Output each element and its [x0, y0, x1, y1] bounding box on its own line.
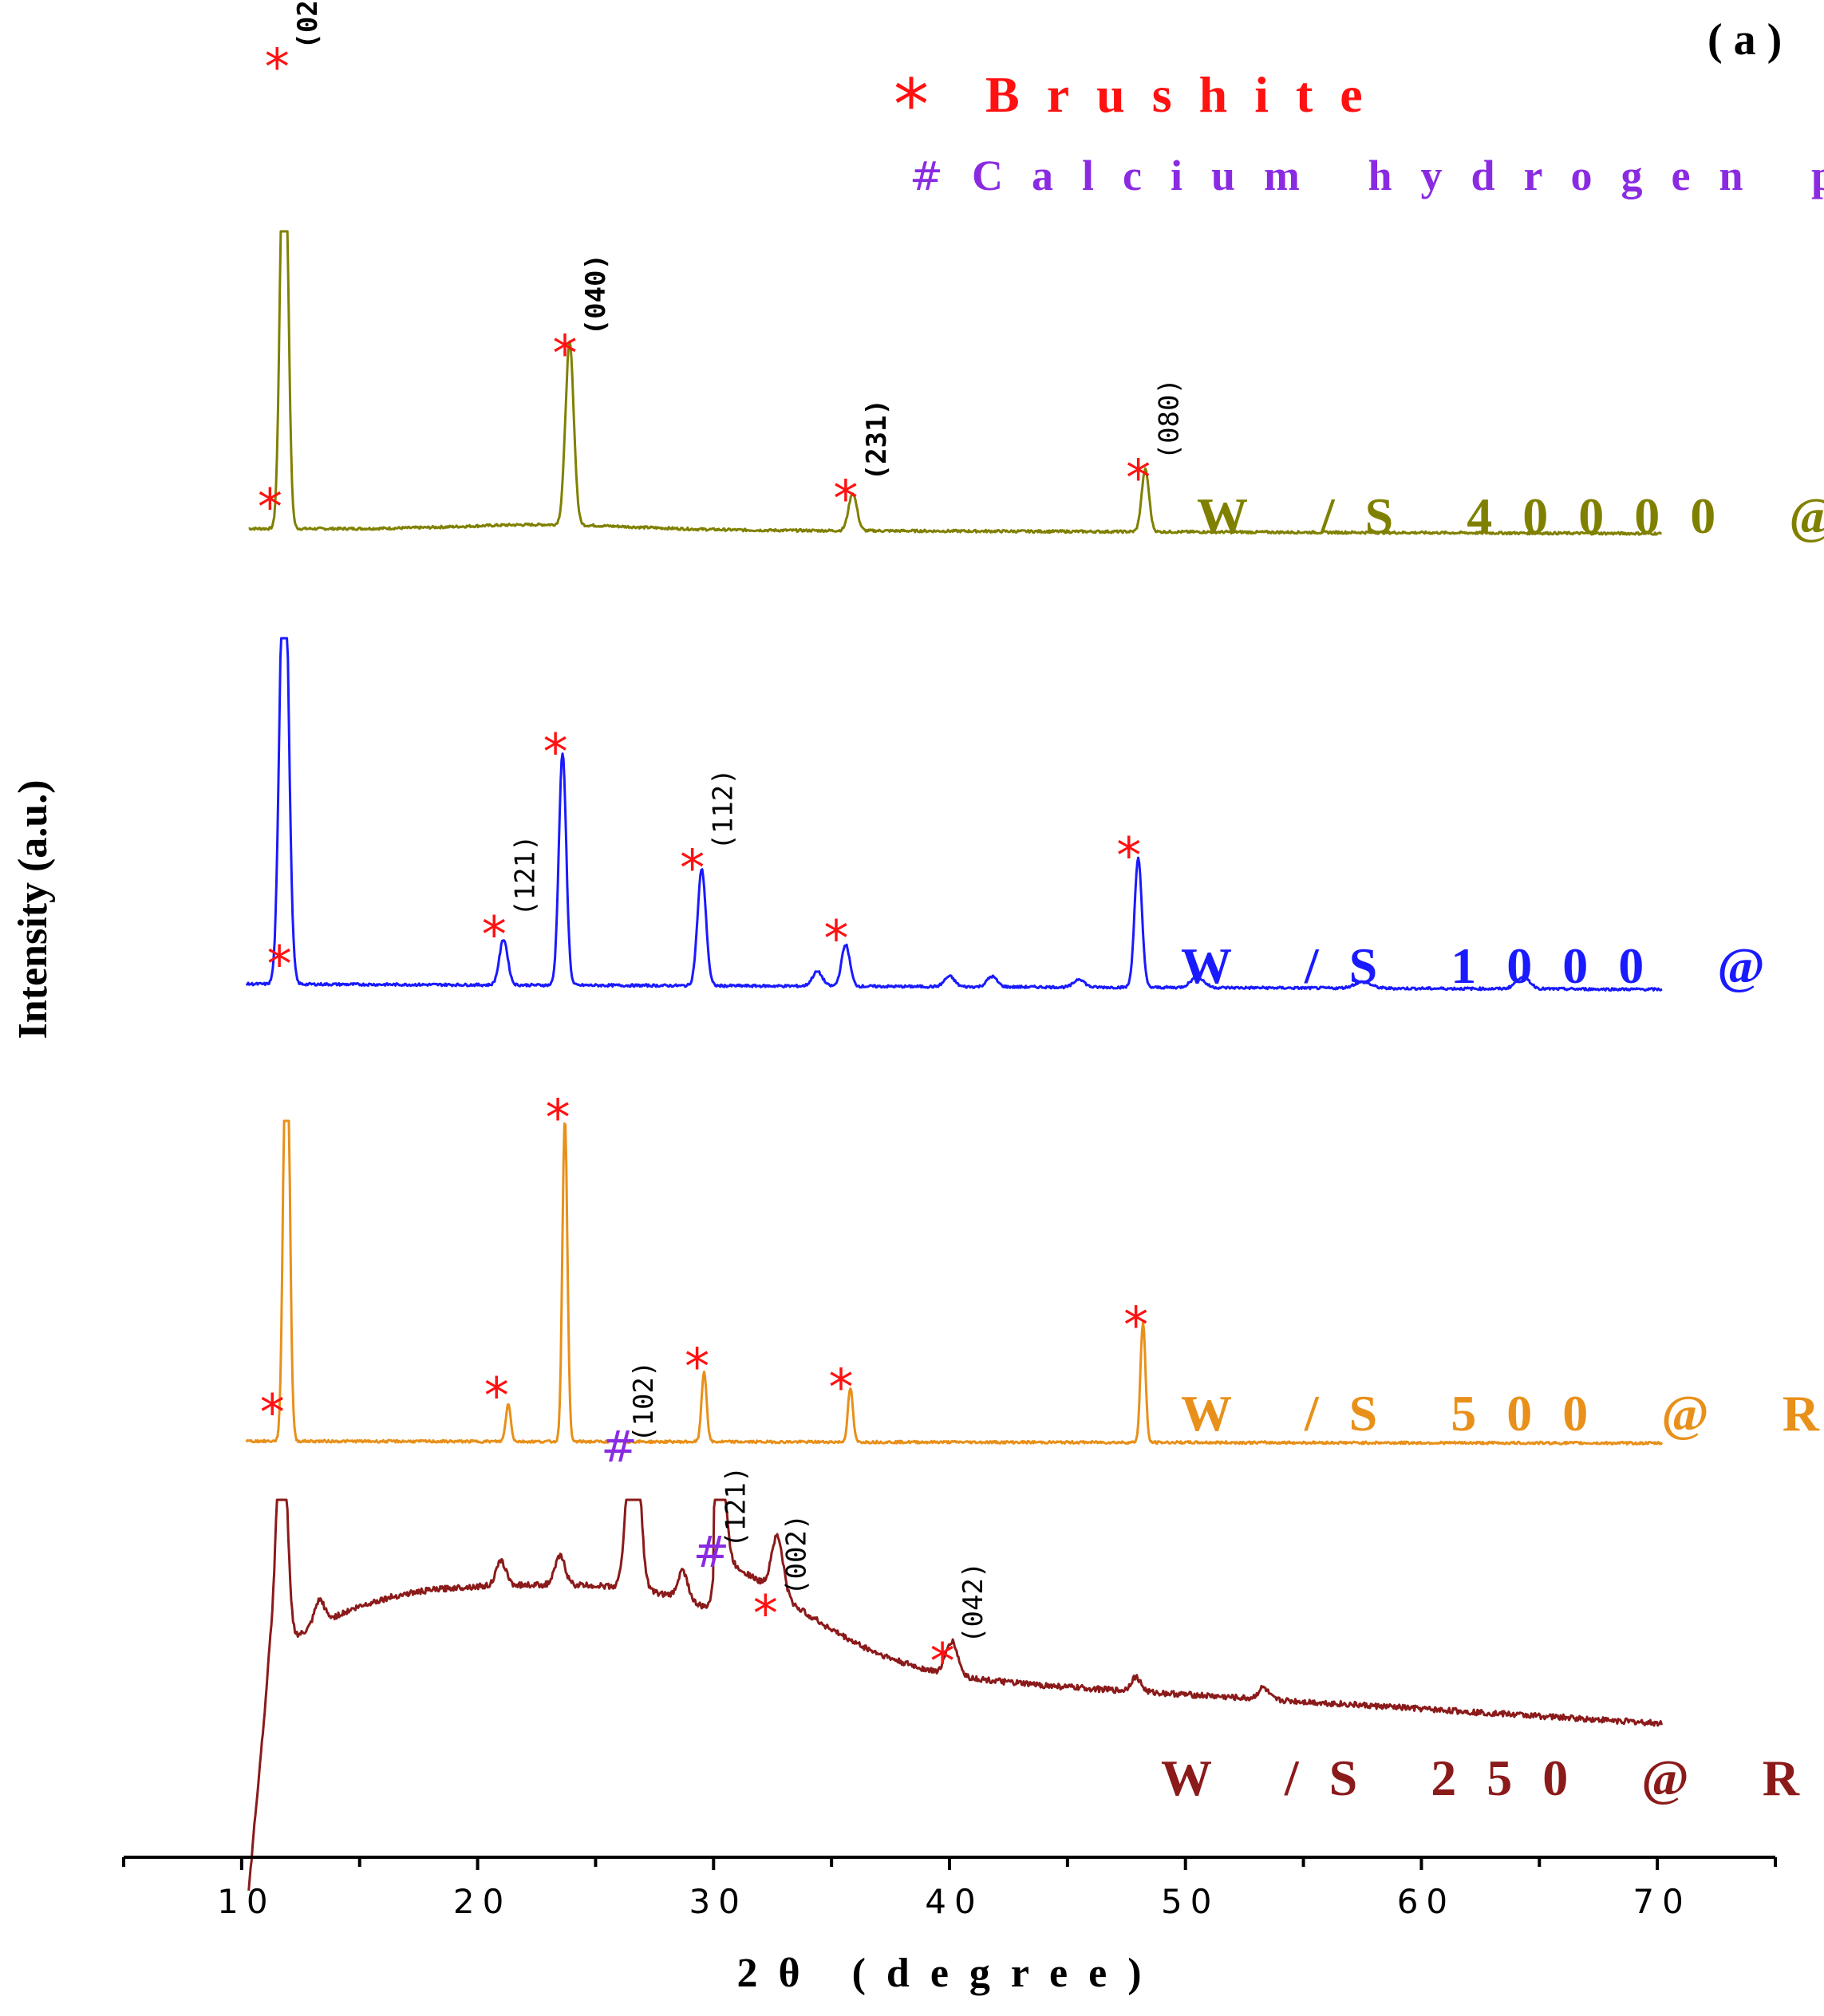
brushite-marker-0-3: * [1126, 448, 1151, 507]
brushite-marker-3-4: * [930, 1632, 955, 1691]
brushite-marker-2-4: * [828, 1359, 853, 1417]
legend-chp-symbol: # [910, 153, 943, 199]
x-tick-label-30: 30 [689, 1882, 748, 1921]
x-axis: 10 20 30 40 50 60 70 [122, 1856, 1777, 1921]
brushite-marker-0-1: * [552, 324, 577, 382]
x-tick-label-70: 70 [1633, 1882, 1691, 1921]
series-labels-layer: W /S 40000 @ RT W /S 1000 @ RT W /S 500 @ … [1161, 487, 1824, 1806]
series-line-0 [248, 230, 1662, 536]
series-line-2 [245, 1119, 1664, 1446]
brushite-marker-1-1: * [482, 905, 507, 964]
x-axis-title: 2θ (degree) [736, 1951, 1162, 1996]
miller-index-label-0-0: (020) [292, 0, 324, 49]
x-tick-label-10: 10 [217, 1882, 275, 1921]
legend-chp-label: Calcium hydrogen phosph [972, 152, 1824, 199]
brushite-marker-2-2: * [546, 1089, 570, 1147]
series-line-1 [245, 637, 1663, 992]
series-label-2: W /S 500 @ RT [1181, 1385, 1824, 1442]
brushite-marker-1-3: * [680, 839, 705, 898]
curves-layer [245, 230, 1664, 1892]
miller-index-label-3-2: (121) [720, 1466, 752, 1548]
panel-label: ( a ) [1708, 15, 1782, 65]
markers-layer: *(020)*(040)*(231) *(080)**(121)**(112)**… [258, 0, 1186, 1691]
x-tick-label-60: 60 [1397, 1882, 1455, 1921]
brushite-marker-1-2: * [543, 723, 568, 781]
brushite-marker-2-1: * [484, 1367, 509, 1425]
calcium-phosphate-marker-3-2: # [693, 1527, 729, 1577]
brushite-marker-1-0: * [258, 478, 282, 536]
x-tick-label-50: 50 [1161, 1882, 1219, 1921]
miller-index-label-3-1: (102) [628, 1361, 660, 1442]
miller-index-label-3-4: (042) [957, 1562, 989, 1643]
brushite-marker-0-0: * [265, 38, 290, 97]
miller-index-label-1-3: (112) [708, 768, 740, 850]
series-label-0: W /S 40000 @ RT [1197, 487, 1824, 544]
brushite-marker-3-0: * [260, 1383, 285, 1442]
miller-index-label-0-2: (231) [861, 399, 893, 480]
series-label-1: W /S 1000 @ RT [1181, 937, 1824, 994]
series-line-3 [247, 1498, 1663, 1892]
brushite-marker-2-0: * [267, 935, 292, 993]
x-tick-label-20: 20 [453, 1882, 511, 1921]
brushite-marker-1-4: * [824, 909, 849, 968]
miller-index-label-0-1: (040) [580, 254, 612, 335]
legend-brushite-label: Brushite [985, 66, 1390, 123]
miller-index-label-1-1: (121) [509, 834, 541, 916]
x-tick-label-40: 40 [925, 1882, 983, 1921]
miller-index-label-0-3: (080) [1154, 378, 1186, 460]
brushite-marker-2-5: * [1123, 1296, 1148, 1355]
calcium-phosphate-marker-3-1: # [601, 1422, 637, 1472]
x-ticks: 10 20 30 40 50 60 70 [122, 1857, 1777, 1921]
brushite-marker-3-3: * [753, 1584, 778, 1643]
series-label-3: W /S 250 @ RT [1161, 1750, 1824, 1806]
legend-brushite-symbol: * [894, 64, 929, 146]
y-axis-title: Intensity (a.u.) [10, 779, 56, 1039]
brushite-marker-2-3: * [685, 1338, 709, 1396]
brushite-marker-0-2: * [833, 469, 858, 527]
legend: * Brushite # Calcium hydrogen phosph [894, 64, 1824, 199]
brushite-marker-1-5: * [1116, 827, 1141, 885]
miller-index-label-3-3: (002) [780, 1514, 812, 1596]
